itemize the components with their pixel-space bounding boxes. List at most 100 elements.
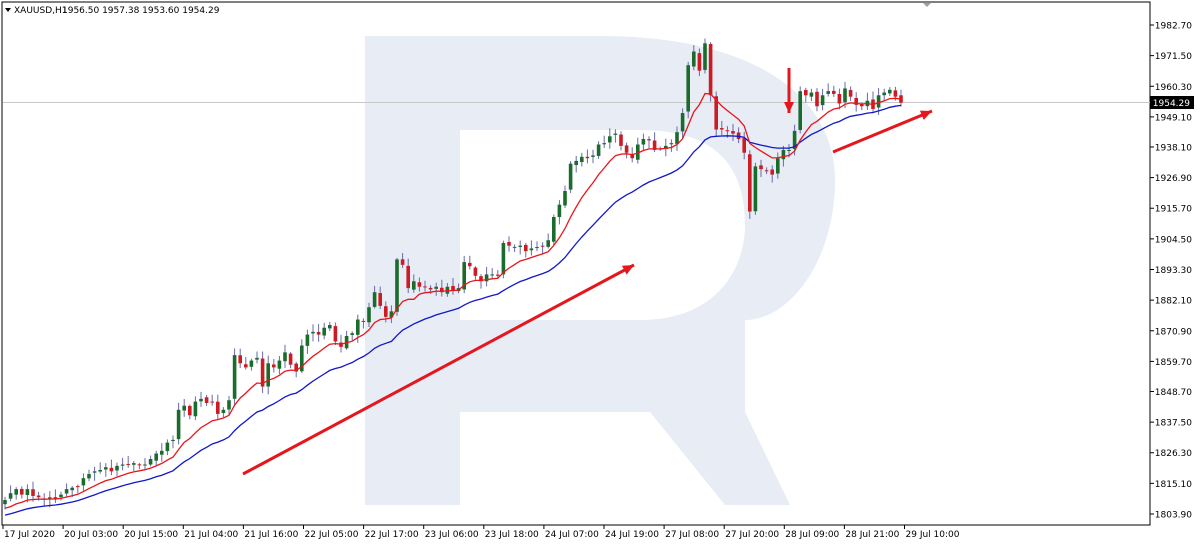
candle [496,270,500,279]
dropdown-triangle-icon[interactable] [5,8,11,12]
candle [417,277,422,292]
candle [8,485,13,502]
uptrend-arrow [242,263,635,476]
candle [770,165,774,183]
candle [143,458,147,470]
candle-body [804,89,808,96]
candle [31,481,35,502]
recovery-arrow [832,109,933,154]
candle [759,159,763,178]
candle [395,257,399,316]
candle [81,473,86,491]
candle-body [860,104,864,107]
candle [882,88,886,102]
y-tick-label: 1815.10 [1155,480,1192,490]
candle-body [608,136,612,143]
candle [255,351,259,364]
x-tick-label: 21 Jul 16:00 [244,530,298,540]
candle [232,348,237,405]
candle [731,123,735,142]
candle-body [406,265,410,289]
candle [608,128,612,149]
candle-body [563,191,567,206]
y-tick-label: 1870.90 [1155,327,1192,337]
candle-body [322,327,326,336]
candle [815,88,819,112]
candle-body [400,259,405,265]
arrowhead-icon [919,110,932,120]
candle-body [669,143,674,145]
candle [434,282,438,296]
candle [389,305,394,324]
candle-body [204,397,209,403]
candle-body [636,144,640,160]
y-tick-label: 1982.70 [1155,22,1192,32]
candle [98,462,102,474]
candle-body [48,497,52,500]
candle-body [742,138,746,153]
candle-body [882,92,886,96]
candle-body [417,282,422,287]
candle-body [367,307,371,323]
x-tick-label: 24 Jul 19:00 [605,530,659,540]
candle-body [490,274,494,276]
candle-body [98,469,102,472]
x-tick-label: 20 Jul 03:00 [64,530,118,540]
candle [25,484,30,503]
candle-body [837,93,842,104]
candle-body [36,495,41,498]
candle-body [540,245,545,247]
candle [283,344,287,368]
x-tick-label: 17 Jul 2020 [4,530,55,540]
x-tick-label: 22 Jul 05:00 [305,530,359,540]
candle [602,135,606,148]
candle [188,404,192,420]
arrow-shaft [832,109,933,154]
y-tick-label: 1837.50 [1155,419,1192,429]
candle [316,324,321,342]
candle-body [283,352,287,362]
candle-body [255,357,259,360]
candle-body [518,245,522,247]
y-tick-label: 1859.70 [1155,358,1192,368]
candle-body [568,163,573,190]
candle-body [725,130,730,132]
candle-body [652,140,657,150]
candle-body [25,489,30,495]
candle [507,236,511,252]
candle-body [893,90,898,97]
candle [322,322,326,340]
candle [675,126,679,151]
candle-body [244,364,248,368]
x-tick-label: 21 Jul 04:00 [184,530,238,540]
candle-body [311,331,315,334]
trend-arrows-layer [242,68,933,476]
candle-body [764,170,769,172]
candle-body [496,274,500,276]
candle [697,48,702,77]
candle [176,402,181,445]
x-tick-label: 24 Jul 07:00 [545,530,599,540]
price-axis: 1982.70 1971.50 1960.30 1949.10 1938.10 1926.… [1150,22,1192,521]
candle-body [221,409,226,414]
x-tick-label: 22 Jul 17:00 [365,530,419,540]
candle-body [109,467,114,472]
candle-body [664,145,668,149]
candle [664,138,668,157]
candle-body [193,401,198,417]
candle-body [692,51,696,67]
y-tick-label: 1803.90 [1155,511,1192,521]
candle [333,322,338,346]
candle-body [165,442,170,452]
candle-body [160,450,164,455]
candle-body [300,345,304,372]
chart-shift-marker-icon[interactable] [923,3,931,7]
candle [115,462,119,477]
candle [686,61,690,119]
candle [703,38,707,74]
candle-body [512,246,517,248]
ema-slow-line [4,104,902,516]
candle [899,89,903,107]
